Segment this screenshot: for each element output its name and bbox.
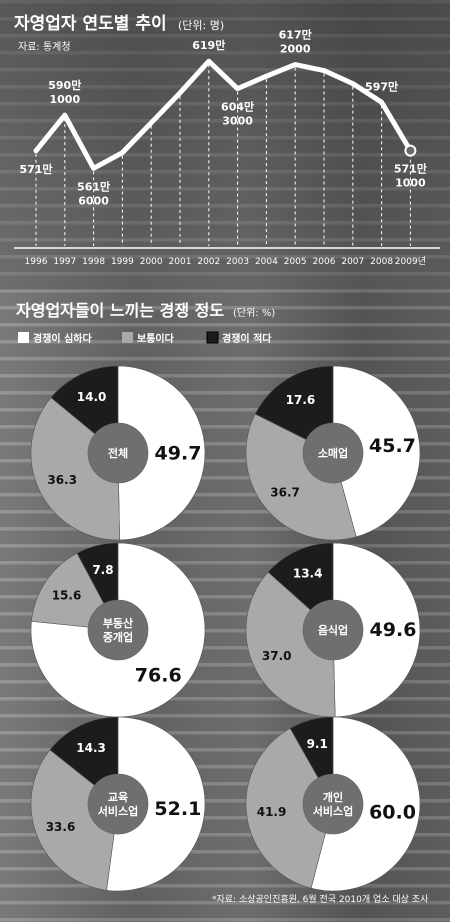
drop-lines bbox=[35, 64, 411, 246]
line-chart: 자영업자 연도별 추이 (단위: 명) 자료: 통계청 571만590만1000… bbox=[14, 14, 440, 267]
footnote: *자료: 소상공인진흥원, 6월 전국 2010개 업소 대상 조사 bbox=[212, 893, 429, 905]
donut-value-label: 9.1 bbox=[307, 737, 328, 751]
line-chart-unit: (단위: 명) bbox=[178, 19, 224, 32]
x-tick-label: 2005 bbox=[284, 257, 307, 267]
x-tick-label: 2008 bbox=[370, 257, 393, 267]
donut-hole bbox=[88, 600, 148, 660]
donut-value-label: 49.6 bbox=[370, 619, 417, 641]
data-label: 590만 bbox=[48, 78, 81, 92]
last-point-marker bbox=[404, 144, 417, 157]
data-label: 617만 bbox=[279, 28, 312, 42]
donut-value-label: 45.7 bbox=[369, 435, 416, 457]
donut-center-label: 교육 bbox=[108, 791, 128, 804]
x-tick-label: 2004 bbox=[255, 257, 278, 267]
legend: 경쟁이 심하다 보통이다 경쟁이 적다 bbox=[18, 331, 272, 345]
donut-value-label: 33.6 bbox=[46, 820, 76, 834]
donut-center-label: 서비스업 bbox=[98, 804, 138, 818]
donut-chart: 음식업 49.6 37.0 13.4 bbox=[245, 542, 421, 718]
donut-hole bbox=[88, 774, 148, 834]
donut-center-label: 전체 bbox=[108, 446, 128, 460]
x-tick-label: 2009년 bbox=[395, 256, 426, 267]
donut-value-label: 37.0 bbox=[262, 649, 292, 663]
x-tick-label: 1996 bbox=[25, 257, 48, 267]
data-labels: 571만590만1000561만6000619만604만3000617만2000… bbox=[19, 28, 426, 208]
x-tick-label: 2007 bbox=[341, 257, 364, 267]
donut-value-label: 52.1 bbox=[154, 798, 201, 820]
donut-value-label: 14.3 bbox=[76, 741, 106, 755]
donut-center-label: 부동산 bbox=[103, 616, 133, 630]
x-tick-label: 1998 bbox=[82, 257, 105, 267]
donut-value-label: 13.4 bbox=[293, 566, 323, 580]
donut-value-label: 60.0 bbox=[369, 802, 416, 824]
donut-value-label: 36.3 bbox=[47, 473, 77, 487]
data-label: 2000 bbox=[280, 43, 311, 56]
donut-value-label: 14.0 bbox=[77, 390, 107, 404]
donut-hole bbox=[303, 423, 363, 483]
donut-center-label: 개인 bbox=[323, 790, 343, 804]
donut-value-label: 49.7 bbox=[155, 442, 202, 464]
x-tick-label: 2006 bbox=[313, 257, 336, 267]
x-tick-label: 2003 bbox=[226, 257, 249, 267]
x-tick-label: 2002 bbox=[197, 257, 220, 267]
legend-swatch bbox=[18, 332, 29, 343]
donut-slice bbox=[245, 413, 357, 541]
series-line bbox=[33, 58, 413, 171]
line-chart-background bbox=[0, 0, 450, 290]
data-label: 3000 bbox=[222, 115, 253, 128]
donut-value-label: 36.7 bbox=[270, 485, 300, 499]
x-tick-label: 1997 bbox=[53, 257, 76, 267]
donut-chart: 소매업 45.7 36.7 17.6 bbox=[245, 365, 421, 541]
data-label: 561만 bbox=[77, 179, 110, 193]
x-tick-labels: 1996 1997 1998 1999 2000 2001 2002 2003 2004 2005… bbox=[25, 256, 426, 267]
data-label: 604만 bbox=[221, 100, 254, 114]
data-points bbox=[404, 144, 417, 157]
legend-swatch bbox=[122, 332, 133, 343]
donut-hole bbox=[303, 600, 363, 660]
donut-chart: 전체 49.7 36.3 14.0 bbox=[30, 365, 206, 541]
legend-label: 경쟁이 적다 bbox=[222, 332, 272, 345]
data-label: 1000 bbox=[49, 93, 80, 106]
donut-value-label: 7.8 bbox=[92, 563, 113, 577]
donut-value-label: 15.6 bbox=[52, 588, 82, 602]
line-chart-source: 자료: 통계청 bbox=[18, 41, 71, 53]
legend-label: 경쟁이 심하다 bbox=[33, 332, 92, 345]
donut-value-label: 41.9 bbox=[257, 805, 287, 819]
data-label: 571만 bbox=[19, 162, 52, 176]
donut-value-label: 17.6 bbox=[286, 393, 316, 407]
data-label: 1000 bbox=[395, 177, 426, 190]
donut-charts: 자영업자들이 느끼는 경쟁 정도 (단위: %) 경쟁이 심하다 보통이다 경쟁이 … bbox=[16, 301, 429, 905]
donut-hole bbox=[303, 774, 363, 834]
donut-hole bbox=[88, 423, 148, 483]
data-label: 619만 bbox=[192, 38, 225, 52]
donut-section-title: 자영업자들이 느끼는 경쟁 정도 bbox=[16, 301, 224, 320]
donut-center-label: 중개업 bbox=[103, 630, 133, 644]
donut-center-label: 음식업 bbox=[318, 623, 348, 637]
data-label: 597만 bbox=[365, 79, 398, 93]
donut-section-unit: (단위: %) bbox=[233, 306, 275, 319]
donut-center-label: 서비스업 bbox=[313, 804, 353, 818]
data-label: 571만 bbox=[394, 162, 427, 176]
donut-value-label: 76.6 bbox=[135, 665, 182, 687]
legend-label: 보통이다 bbox=[137, 332, 175, 345]
data-label: 6000 bbox=[78, 194, 109, 207]
x-tick-label: 2000 bbox=[140, 257, 163, 267]
line-chart-title: 자영업자 연도별 추이 bbox=[14, 14, 167, 34]
legend-swatch bbox=[206, 331, 219, 344]
x-tick-label: 2001 bbox=[169, 257, 192, 267]
donut-center-label: 소매업 bbox=[318, 446, 348, 460]
x-tick-label: 1999 bbox=[111, 257, 134, 267]
